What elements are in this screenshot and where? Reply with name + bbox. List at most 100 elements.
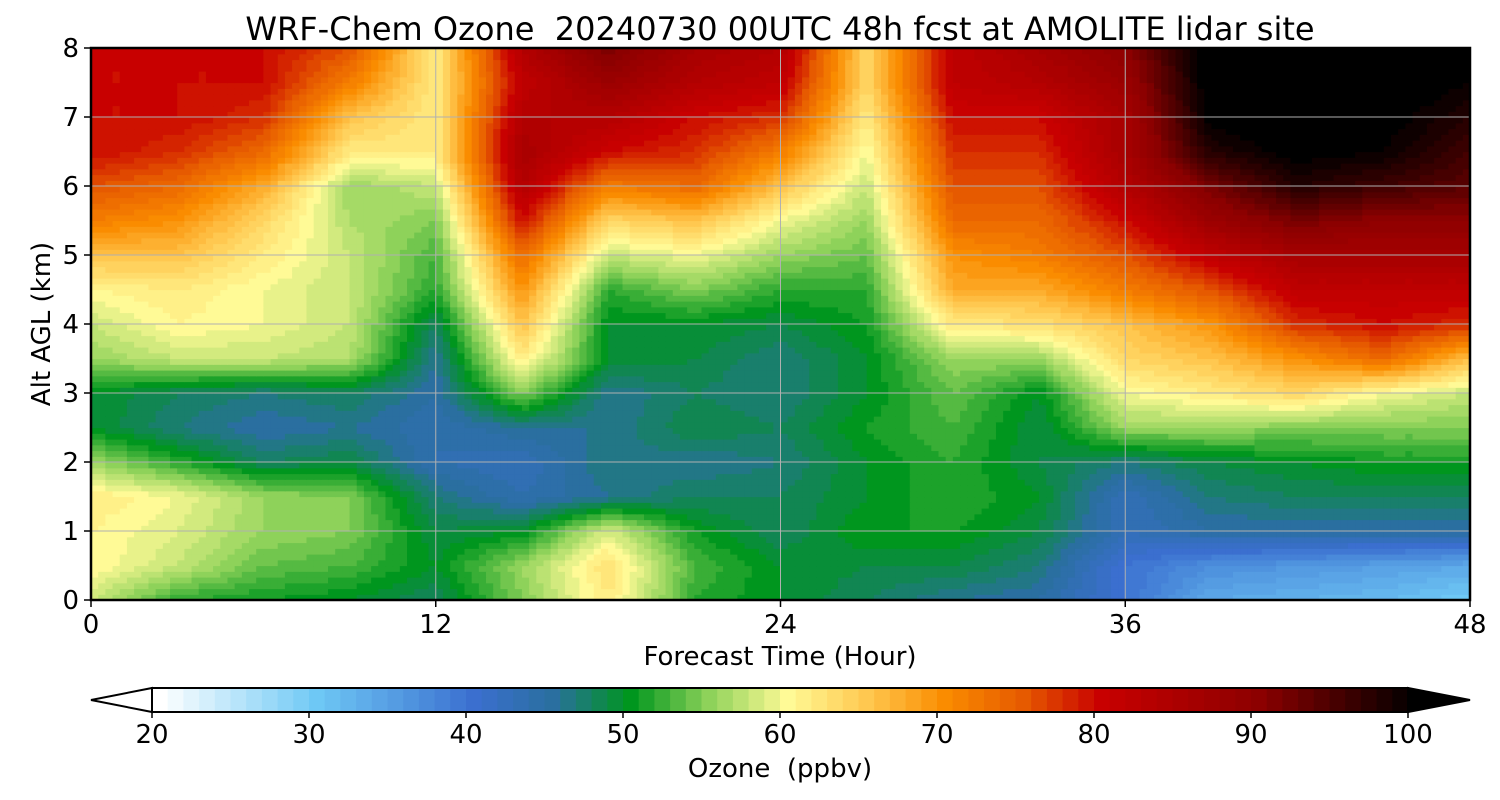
heatmap-cell [615,502,623,508]
heatmap-cell [1269,531,1277,537]
heatmap-cell [479,502,487,508]
heatmap-cell [235,462,243,468]
heatmap-cell [709,548,717,554]
heatmap-cell [163,548,171,554]
heatmap-cell [867,560,875,566]
heatmap-cell [809,468,817,474]
heatmap-cell [314,531,322,537]
heatmap-cell [500,543,508,549]
heatmap-cell [350,497,358,503]
heatmap-cell [701,571,709,577]
heatmap-cell [601,485,609,491]
heatmap-cell [867,543,875,549]
heatmap-cell [1434,514,1442,520]
heatmap-cell [1262,589,1270,595]
heatmap-cell [1197,566,1205,572]
heatmap-cell [1369,474,1377,480]
heatmap-cell [263,566,271,572]
heatmap-cell [1391,554,1399,560]
heatmap-cell [1362,531,1370,537]
heatmap-cell [766,583,774,589]
heatmap-cell [184,548,192,554]
heatmap-cell [1039,479,1047,485]
heatmap-cell [1132,468,1140,474]
heatmap-cell [522,566,530,572]
heatmap-cell [967,543,975,549]
heatmap-cell [177,502,185,508]
heatmap-cell [493,566,501,572]
heatmap-cell [874,514,882,520]
heatmap-cell [895,566,903,572]
heatmap-cell [1348,491,1356,497]
heatmap-cell [1154,497,1162,503]
heatmap-cell [1441,577,1449,583]
heatmap-cell [414,520,422,526]
heatmap-cell [306,548,314,554]
heatmap-cell [1061,589,1069,595]
heatmap-cell [579,531,587,537]
heatmap-cell [192,479,200,485]
heatmap-cell [464,543,472,549]
heatmap-cell [939,468,947,474]
heatmap-cell [170,548,178,554]
heatmap-cell [644,543,652,549]
heatmap-cell [752,474,760,480]
heatmap-cell [1118,543,1126,549]
heatmap-cell [371,468,379,474]
heatmap-cell [400,468,408,474]
heatmap-cell [1097,520,1105,526]
heatmap-cell [1147,531,1155,537]
heatmap-cell [766,554,774,560]
heatmap-cell [371,479,379,485]
heatmap-cell [1319,554,1327,560]
heatmap-cell [385,531,393,537]
heatmap-cell [443,589,451,595]
heatmap-cell [752,571,760,577]
heatmap-cell [831,531,839,537]
heatmap-cell [299,514,307,520]
heatmap-cell [436,462,444,468]
heatmap-cell [184,514,192,520]
heatmap-cell [680,560,688,566]
heatmap-cell [838,479,846,485]
heatmap-cell [1046,479,1054,485]
heatmap-cell [120,502,128,508]
heatmap-cell [1398,543,1406,549]
heatmap-cell [1334,531,1342,537]
heatmap-cell [1025,531,1033,537]
heatmap-cell [1226,468,1234,474]
heatmap-cell [1348,468,1356,474]
heatmap-cell [809,502,817,508]
heatmap-cell [551,577,559,583]
heatmap-cell [838,485,846,491]
heatmap-cell [1068,497,1076,503]
heatmap-cell [242,474,250,480]
heatmap-cell [1398,508,1406,514]
heatmap-cell [974,531,982,537]
heatmap-cell [1283,520,1291,526]
heatmap-cell [881,554,889,560]
heatmap-cell [1025,508,1033,514]
heatmap-cell [1355,497,1363,503]
heatmap-cell [321,543,329,549]
heatmap-cell [306,543,314,549]
heatmap-cell [572,571,580,577]
heatmap-cell [867,491,875,497]
heatmap-cell [831,589,839,595]
heatmap-cell [220,468,228,474]
heatmap-cell [429,537,437,543]
heatmap-cell [939,531,947,537]
heatmap-cell [1118,560,1126,566]
heatmap-cell [1319,502,1327,508]
heatmap-cell [680,554,688,560]
heatmap-cell [795,468,803,474]
heatmap-cell [350,589,358,595]
heatmap-cell [271,485,279,491]
heatmap-cell [1132,548,1140,554]
heatmap-cell [242,583,250,589]
heatmap-cell [939,520,947,526]
heatmap-cell [852,474,860,480]
heatmap-cell [572,531,580,537]
heatmap-cell [838,571,846,577]
heatmap-cell [134,462,142,468]
